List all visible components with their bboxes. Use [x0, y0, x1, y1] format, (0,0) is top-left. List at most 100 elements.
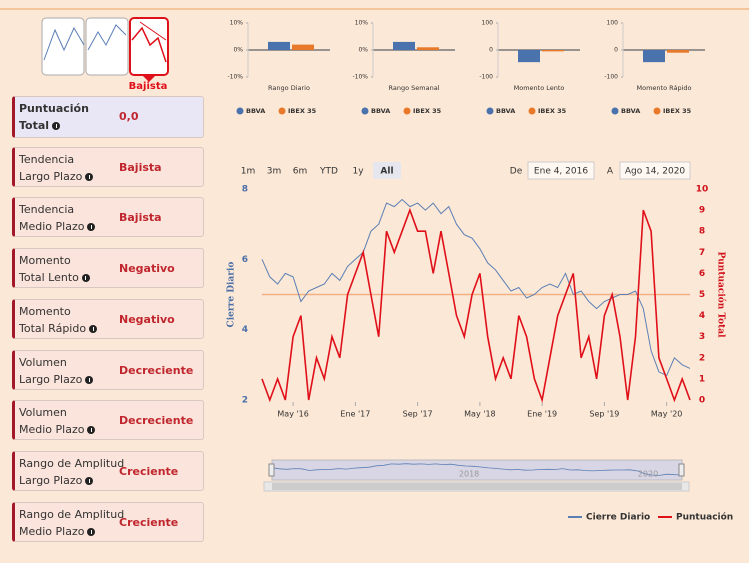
legend-swatch — [278, 107, 286, 115]
bar — [417, 47, 439, 50]
card-label-text: Total — [19, 119, 50, 132]
date-input[interactable] — [527, 161, 595, 180]
status-card: Volumen Largo Plazo Decreciente — [12, 349, 204, 390]
info-icon — [89, 324, 98, 333]
card-value: Bajista — [119, 211, 162, 225]
status-card: Momento Total Lento Negativo — [12, 248, 204, 289]
card-label-text: Largo Plazo — [19, 169, 83, 183]
card-label-line: Volumen — [19, 406, 67, 420]
card-label-line: Rango de Amplitud — [19, 456, 125, 470]
card-label-line: Momento — [19, 304, 71, 318]
range-button-label[interactable]: 6m — [293, 167, 308, 177]
legend-label: Cierre Diario — [586, 513, 650, 523]
series-line — [261, 198, 691, 377]
range-button[interactable] — [373, 162, 401, 179]
info-icon — [87, 527, 96, 536]
card-value: Negativo — [119, 312, 175, 326]
status-card: Momento Total Rápido Negativo — [12, 298, 204, 339]
status-card: Puntuación Total 0,0 — [12, 96, 204, 138]
y-tick-label: -100 — [479, 74, 493, 81]
card-label-line: Total — [19, 117, 89, 134]
legend-label: IBEX 35 — [538, 107, 567, 115]
info-icon — [85, 375, 94, 384]
card-label: Momento Total Rápido — [19, 303, 98, 337]
status-icon — [41, 17, 169, 82]
legend-swatch — [653, 107, 661, 115]
chart-title: Rango Diario — [268, 84, 310, 92]
card-value: Decreciente — [119, 414, 194, 428]
legend-swatch — [611, 107, 619, 115]
y-tick-label: 4 — [242, 325, 248, 335]
y-tick-label: 0% — [233, 47, 243, 54]
card-label: Tendencia Largo Plazo — [19, 151, 94, 185]
card-label-line: Total Lento — [19, 269, 90, 286]
card-label: Tendencia Medio Plazo — [19, 201, 96, 235]
navigator-label: 2020 — [638, 470, 658, 479]
legend-swatch — [486, 107, 494, 115]
card-label-text: Largo Plazo — [19, 372, 83, 386]
status-label: Bajista — [129, 81, 168, 92]
y2-tick-label: 6 — [699, 269, 705, 279]
date-to[interactable]: Ago 14, 2020 — [625, 167, 686, 177]
y2-tick-label: 0 — [699, 396, 705, 406]
card-label-line: Medio Plazo — [19, 218, 96, 235]
card-label: Puntuación Total — [19, 100, 89, 134]
y-tick-label: -10% — [227, 74, 243, 81]
y2-tick-label: 8 — [699, 227, 705, 237]
info-icon — [85, 476, 94, 485]
y-tick-label: -100 — [604, 74, 618, 81]
bar — [268, 41, 290, 50]
card-label-line: Puntuación — [19, 102, 89, 115]
card-label-line: Medio Plazo — [19, 523, 124, 540]
date-from-label: De — [510, 167, 523, 177]
card-label-text: Total Lento — [19, 271, 79, 285]
card-label: Volumen Medio Plazo — [19, 404, 96, 438]
y-tick-label: 8 — [242, 185, 248, 195]
scrollbar-thumb[interactable] — [272, 483, 682, 490]
date-from[interactable]: Ene 4, 2016 — [534, 167, 588, 177]
card-label-line: Medio Plazo — [19, 421, 96, 438]
legend-label: Puntuación — [676, 512, 733, 523]
x-tick-label: May '16 — [277, 410, 308, 419]
navigator-handle[interactable] — [678, 463, 685, 477]
status-card: Tendencia Medio Plazo Bajista — [12, 197, 204, 238]
card-label-line: Total Rápido — [19, 320, 98, 337]
range-button-label[interactable]: 1y — [352, 167, 364, 177]
range-button-label[interactable]: All — [380, 167, 393, 177]
card-label: Momento Total Lento — [19, 252, 90, 286]
navigator-handle[interactable] — [268, 463, 275, 477]
legend-swatch — [236, 107, 244, 115]
range-button-label[interactable]: 1m — [241, 167, 256, 177]
y-tick-label: 6 — [242, 255, 248, 265]
card-label: Volumen Largo Plazo — [19, 354, 94, 388]
status-card: Rango de Amplitud Medio Plazo Creciente — [12, 501, 204, 542]
card-label-line: Momento — [19, 254, 71, 268]
card-label-text: Largo Plazo — [19, 473, 83, 487]
bar — [643, 50, 665, 63]
x-tick-label: Sep '19 — [589, 410, 619, 419]
card-label-line: Largo Plazo — [19, 168, 94, 185]
bar — [292, 44, 314, 50]
info-icon — [87, 426, 96, 435]
range-button-label[interactable]: 3m — [267, 167, 282, 177]
date-input[interactable] — [619, 161, 691, 180]
x-tick-label: Ene '19 — [527, 410, 557, 419]
legend-swatch — [403, 107, 411, 115]
card-label: Rango de Amplitud Medio Plazo — [19, 506, 124, 540]
navigator-label: 2018 — [459, 470, 479, 479]
info-icon — [85, 172, 94, 181]
legend-label: BBVA — [246, 107, 265, 115]
card-label-text: Medio Plazo — [19, 524, 85, 538]
y2-tick-label: 10 — [696, 185, 709, 195]
card-label-line: Largo Plazo — [19, 472, 124, 489]
legend-label: BBVA — [621, 107, 640, 115]
range-button-label[interactable]: YTD — [319, 167, 338, 177]
card-value: Creciente — [119, 464, 179, 478]
y-tick-label: 10% — [355, 20, 369, 27]
chart-title: Rango Semanal — [389, 84, 440, 92]
info-icon — [87, 223, 96, 232]
bar — [542, 50, 564, 52]
y2-tick-label: 3 — [699, 332, 705, 342]
x-tick-label: May '20 — [651, 410, 682, 419]
info-icon — [81, 274, 90, 283]
